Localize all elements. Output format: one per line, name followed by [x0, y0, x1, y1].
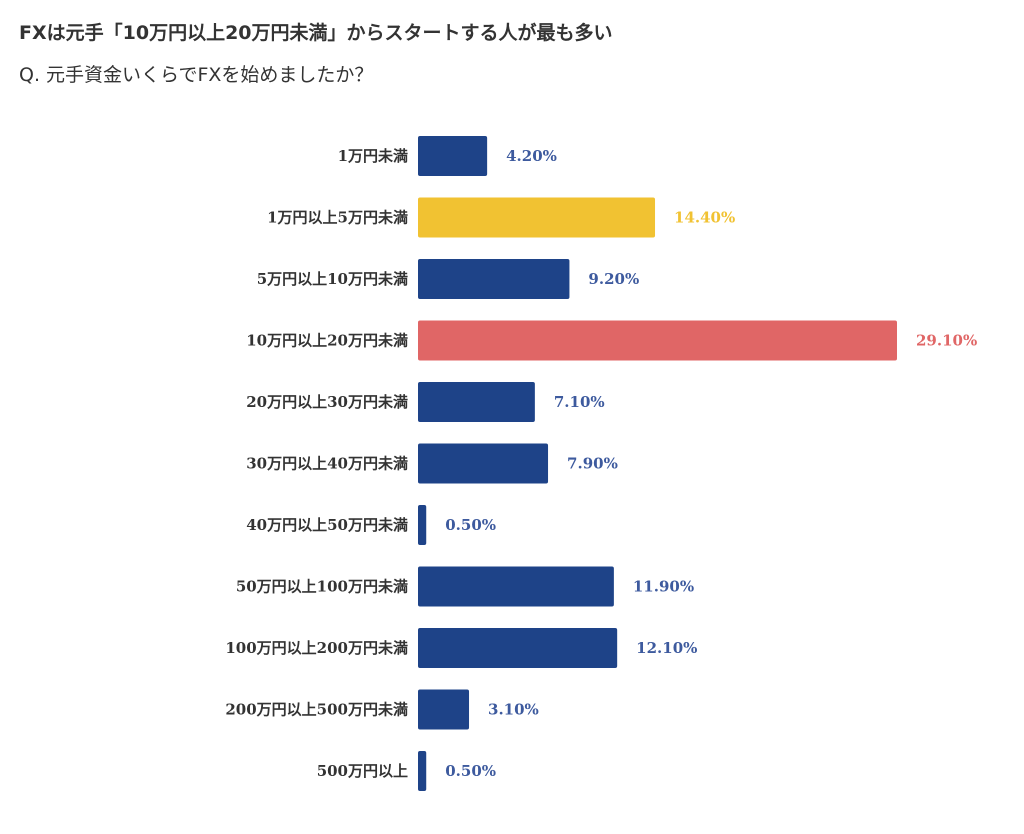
category-label: 100万円以上200万円未満 [225, 639, 408, 657]
category-label: 200万円以上500万円未満 [225, 701, 408, 719]
category-label: 5万円以上10万円未満 [257, 270, 408, 288]
category-label: 20万円以上30万円未満 [246, 393, 408, 411]
value-label: 7.10% [554, 393, 605, 411]
bar [418, 320, 897, 361]
bar [418, 689, 470, 730]
bar [418, 197, 656, 238]
bar [418, 382, 535, 422]
survey-question: Q. 元手資金いくらでFXを始めましたか？ [19, 64, 374, 86]
value-label: 0.50% [445, 516, 496, 534]
category-label: 40万円以上50万円未満 [246, 516, 408, 534]
category-label: 1万円以上5万円未満 [267, 209, 408, 227]
value-label: 3.10% [488, 701, 539, 719]
value-label: 9.20% [588, 270, 639, 288]
category-label: 30万円以上40万円未満 [246, 455, 408, 473]
category-label: 10万円以上20万円未満 [246, 332, 408, 350]
bar [418, 443, 549, 484]
value-label: 12.10% [636, 639, 697, 657]
value-label: 7.90% [567, 455, 618, 473]
bar [418, 136, 488, 176]
bar [418, 751, 427, 791]
value-label: 29.10% [916, 332, 977, 350]
value-label: 4.20% [506, 147, 557, 165]
bar [418, 566, 614, 607]
category-label: 500万円以上 [317, 762, 408, 780]
chart-heading: FXは元手「10万円以上20万円未満」からスタートする人が最も多い [19, 22, 613, 44]
category-label: 50万円以上100万円未満 [236, 578, 408, 596]
value-label: 11.90% [633, 578, 694, 596]
value-label: 14.40% [674, 209, 735, 227]
bar [418, 259, 570, 299]
value-label: 0.50% [445, 762, 496, 780]
category-label: 1万円未満 [338, 147, 408, 165]
bar [418, 628, 618, 668]
bar [418, 505, 427, 545]
